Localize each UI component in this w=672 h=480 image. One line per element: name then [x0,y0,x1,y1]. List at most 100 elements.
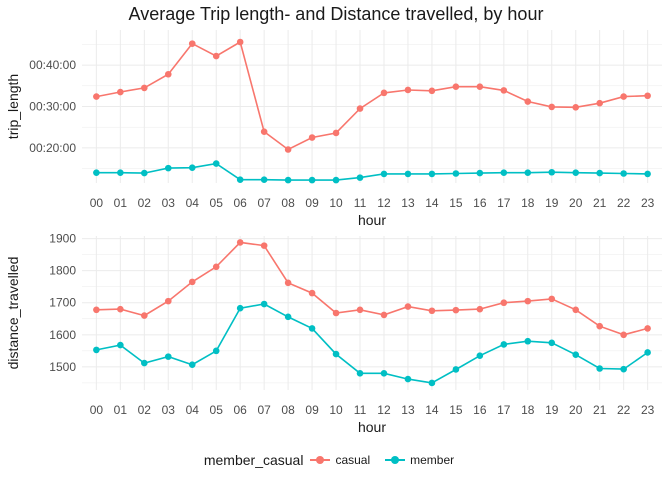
trip-length-casual-point [524,98,532,105]
trip-length-member-point [452,170,460,177]
distance-y-tick-label: 1900 [49,232,76,246]
trip-length-x-tick-label: 06 [234,196,248,210]
trip-length-member-point [93,169,100,176]
trip-length-x-tick-label: 10 [329,196,343,210]
distance-y-tick-label: 1600 [49,328,76,342]
distance-casual-point [524,297,532,305]
distance-x-tick-label: 15 [449,403,463,417]
trip-length-member-point [644,170,651,178]
trip-length-x-tick-label: 08 [281,196,295,210]
distance-y-axis-title: distance_travelled [5,257,21,370]
trip-length-x-tick-label: 11 [354,196,367,210]
distance-y-tick-label: 1500 [49,360,76,374]
legend-label-casual: casual [335,453,371,467]
distance-member-point [188,361,196,368]
trip-length-casual-point [452,83,460,90]
distance-x-tick-label: 03 [162,403,176,417]
trip-length-x-tick-label: 02 [138,196,152,210]
distance-x-tick-label: 17 [497,403,511,417]
trip-length-x-tick-label: 16 [473,196,487,210]
trip-length-casual-point [212,52,220,60]
distance-x-tick-label: 02 [138,403,152,417]
distance-member-point [332,350,340,358]
distance-x-tick-label: 00 [90,403,104,417]
distance-member-line [96,303,649,384]
distance-casual-line [96,241,648,336]
trip-length-member-line [96,162,648,181]
distance-casual-point [188,278,196,286]
distance-member-point [428,379,436,387]
trip-length-casual-point [260,128,268,136]
distance-x-tick-label: 22 [617,403,631,417]
distance-member-point [620,365,627,373]
trip-length-member-point [164,164,172,172]
trip-length-casual-point [188,40,196,47]
distance-casual-point [572,306,580,314]
trip-length-member-point [284,176,292,184]
trip-length-member-point [524,169,532,176]
trip-length-member-point [356,174,364,181]
trip-length-casual-point [428,87,436,95]
distance-casual-point [164,297,172,305]
distance-casual-point [644,325,651,332]
trip-length-casual-point [476,83,484,90]
distance-casual-point [236,239,244,246]
distance-casual-point [428,307,436,315]
chart-title: Average Trip length- and Distance travel… [128,4,544,24]
legend-title: member_casual [203,452,304,468]
trip-length-casual-point [596,99,603,107]
distance-member-point [500,341,508,348]
legend-label-member: member [410,453,455,467]
trip-length-x-tick-label: 23 [641,196,655,210]
distance-x-tick-label: 09 [305,403,319,417]
trip-length-x-tick-label: 04 [186,196,200,210]
distance-x-tick-label: 20 [569,403,583,417]
trip-length-member-point [212,160,220,167]
distance-member-point [548,339,556,347]
trip-length-casual-point [500,87,508,94]
trip-length-member-point [500,169,508,176]
distance-y-tick-label: 1800 [49,264,76,278]
distance-casual-point [117,305,124,313]
distance-casual-point [452,306,460,314]
trip-length-x-tick-label: 22 [617,196,631,210]
distance-x-tick-label: 14 [425,403,439,417]
distance-x-tick-label: 10 [329,403,343,417]
trip-length-casual-point [164,70,172,78]
trip-length-member-point [596,169,603,177]
trip-length-casual-point [380,89,388,97]
trip-length-x-tick-label: 00 [90,196,104,210]
distance-member-point [284,313,292,321]
distance-x-tick-label: 19 [545,403,559,417]
trip-length-x-axis-title: hour [358,212,386,228]
distance-member-point [452,366,460,373]
trip-length-x-tick-label: 14 [425,196,439,210]
trip-length-casual-point [236,38,244,46]
trip-length-y-tick-label: 00:30:00 [29,100,76,114]
trip-length-casual-point [404,86,412,94]
distance-casual-point [308,289,316,297]
legend-key-casual [309,453,331,467]
trip-length-member-point [188,164,196,171]
trip-length-casual-point [141,84,148,92]
trip-length-member-point [476,169,484,177]
distance-member-point [380,370,388,377]
trip-length-member-point [572,169,580,176]
trip-length-y-tick-label: 00:20:00 [29,141,76,155]
trip-length-member-point [428,170,436,178]
distance-casual-point [260,242,268,249]
trip-length-casual-point [356,105,364,112]
trip-length-x-tick-label: 15 [449,196,463,210]
trip-length-member-point [117,169,124,176]
trip-length-y-tick-label: 00:40:00 [29,58,76,72]
distance-casual-point [596,322,603,330]
trip-length-casual-point [117,88,124,96]
trip-length-x-tick-label: 03 [162,196,176,210]
trip-length-member-point [380,170,388,178]
trip-length-casual-point [308,134,316,141]
trip-length-x-tick-label: 18 [521,196,535,210]
trip-length-member-point [332,176,340,184]
distance-member-point [404,375,412,383]
distance-member-point [260,300,268,308]
